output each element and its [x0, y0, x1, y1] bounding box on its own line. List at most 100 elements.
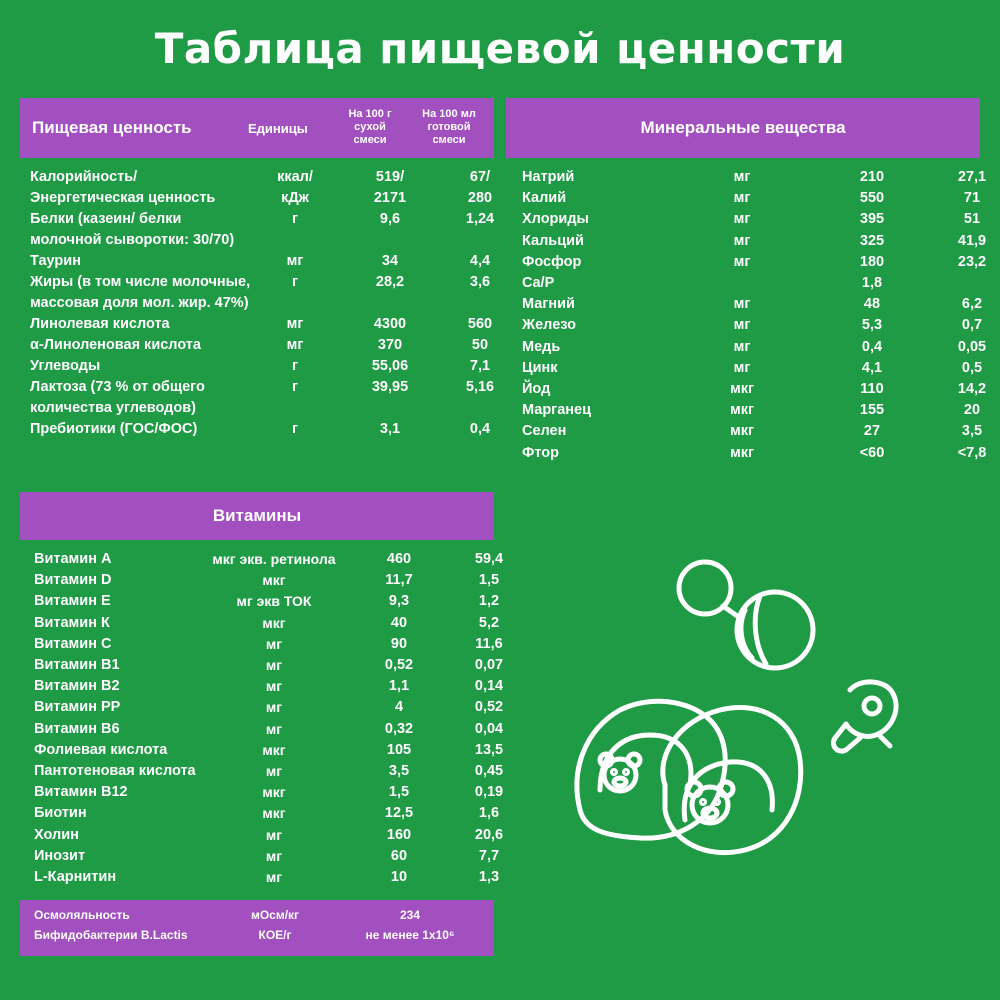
- row-value-ready: 20: [963, 402, 981, 419]
- table-row: Инозит мг 60 7,7: [34, 846, 504, 867]
- row-name: Фтор: [522, 444, 560, 461]
- table-row: Фолиевая кислота мкг 105 13,5: [34, 740, 504, 761]
- table-row: Витамин С мг 90 11,6: [34, 634, 504, 655]
- table-row: Медь мг 0,4 0,05: [522, 337, 992, 358]
- row-value-ready: 0,14: [474, 678, 504, 695]
- row-value-dry: 4,1: [861, 359, 883, 376]
- row-unit: мкг: [729, 381, 755, 397]
- nutrition-header-title: Пищевая ценность: [32, 118, 192, 137]
- table-row: Витамин В2 мг 1,1 0,14: [34, 676, 504, 697]
- footer-name: Бифидобактерии B.Lactis: [34, 928, 188, 942]
- row-name: Медь: [522, 338, 561, 355]
- row-value-ready: 3,5: [961, 423, 983, 440]
- table-row: Пребиотики (ГОС/ФОС) г 3,1 0,4: [30, 419, 500, 440]
- footer-unit: мОсм/кг: [250, 908, 300, 922]
- row-name: Витамин В12: [34, 784, 128, 801]
- row-value-ready: 0,45: [474, 763, 504, 779]
- row-name: массовая доля мол. жир. 47%): [30, 295, 249, 311]
- footer-value: не менее 1x10⁶: [365, 928, 455, 942]
- table-row: Жиры (в том числе молочные, г 28,2 3,6: [30, 272, 500, 293]
- row-name: молочной сыворотки: 30/70): [30, 232, 235, 248]
- row-value-ready: 4,4: [469, 253, 491, 269]
- row-value-ready: 67/: [469, 169, 491, 185]
- row-unit: мг: [265, 635, 283, 652]
- row-value-dry: 1,8: [861, 275, 883, 291]
- row-unit: мкг: [262, 614, 286, 631]
- row-unit: мг: [286, 316, 304, 332]
- row-value-dry: 325: [859, 232, 885, 249]
- row-value-ready: 0,5: [961, 359, 983, 376]
- row-name: L-Карнитин: [34, 869, 117, 885]
- row-unit: мкг: [262, 805, 286, 822]
- row-value-ready: 3,6: [469, 274, 491, 290]
- row-value-ready: 0,04: [474, 720, 504, 737]
- row-value-dry: 105: [386, 741, 412, 758]
- row-value-ready: 560: [467, 316, 493, 332]
- row-value-dry: 2171: [373, 190, 407, 206]
- row-value-dry: 40: [390, 614, 408, 631]
- row-name: Таурин: [30, 253, 81, 269]
- row-unit: г: [291, 358, 299, 374]
- page-title: Таблица пищевой ценности: [154, 24, 846, 73]
- row-unit: мг: [265, 678, 283, 695]
- row-unit: мкг: [262, 572, 286, 589]
- table-row: Селен мкг 27 3,5: [522, 421, 992, 442]
- table-row: Марганец мкг 155 20: [522, 400, 992, 421]
- table-row: Цинк мг 4,1 0,5: [522, 358, 992, 379]
- row-value-dry: 3,5: [388, 763, 410, 779]
- bear-face-left: [597, 751, 643, 794]
- footer-row: Осмоляльность мОсм/кг 234: [20, 908, 494, 926]
- row-value-ready: 11,6: [475, 635, 503, 652]
- per-100ml-header-line: На 100 мл: [422, 108, 476, 120]
- row-unit: мг: [265, 699, 283, 716]
- table-row: Витамин D мкг 11,7 1,5: [34, 570, 504, 591]
- row-value-ready: 1,6: [478, 805, 500, 822]
- footer-value: 234: [399, 908, 421, 922]
- row-name: Витамин D: [34, 572, 112, 589]
- row-value-ready: 59,4: [474, 551, 504, 567]
- row-unit: мг: [733, 296, 751, 313]
- table-row: молочной сыворотки: 30/70): [30, 230, 500, 251]
- row-unit: мг: [265, 869, 283, 885]
- row-value-ready: 41,9: [957, 232, 987, 249]
- row-value-dry: 90: [390, 635, 408, 652]
- table-row: Пантотеновая кислота мг 3,5 0,45: [34, 761, 504, 782]
- row-value-ready: 0,52: [474, 699, 504, 716]
- row-value-ready: 0,7: [961, 317, 983, 334]
- row-value-ready: 1,5: [478, 572, 500, 589]
- row-name: Витамин В1: [34, 657, 120, 673]
- table-row: количества углеводов): [30, 398, 500, 419]
- row-value-ready: 1,3: [478, 869, 500, 885]
- table-row: Витамин К мкг 40 5,2: [34, 613, 504, 634]
- table-row: α-Линоленовая кислота мг 370 50: [30, 335, 500, 356]
- row-value-ready: 51: [963, 211, 981, 228]
- row-value-dry: 0,32: [384, 720, 414, 737]
- row-unit: мг: [265, 720, 283, 737]
- row-name: количества углеводов): [30, 400, 196, 416]
- row-name: Натрий: [522, 169, 575, 185]
- row-name: Витамин С: [34, 635, 112, 652]
- table-row: Натрий мг 210 27,1: [522, 167, 992, 188]
- row-value-dry: 10: [390, 869, 408, 885]
- row-value-ready: 280: [467, 190, 493, 206]
- row-unit: мг: [286, 337, 304, 353]
- row-unit: мг экв ТОК: [236, 593, 312, 610]
- table-row: Витамин Е мг экв ТОК 9,3 1,2: [34, 591, 504, 612]
- row-value-dry: 0,52: [384, 657, 414, 673]
- baby-illustration: [574, 559, 899, 856]
- rattle-icon: [676, 559, 816, 671]
- footer-unit: КОЕ/г: [258, 928, 292, 942]
- row-unit: г: [291, 421, 299, 437]
- row-unit: мкг: [729, 423, 755, 440]
- row-name: Витамин В6: [34, 720, 120, 737]
- units-header: Единицы: [248, 121, 308, 136]
- row-name: Жиры (в том числе молочные,: [30, 274, 251, 290]
- row-name: Калорийность/: [30, 169, 138, 185]
- row-value-ready: 71: [963, 190, 981, 207]
- table-row: L-Карнитин мг 10 1,3: [34, 867, 504, 888]
- row-name: Витамин Е: [34, 593, 111, 610]
- row-value-dry: 110: [860, 381, 884, 397]
- row-unit: ккал/: [277, 169, 313, 185]
- minerals-header: Минеральные вещества: [506, 98, 980, 158]
- row-value-dry: 4300: [373, 316, 407, 332]
